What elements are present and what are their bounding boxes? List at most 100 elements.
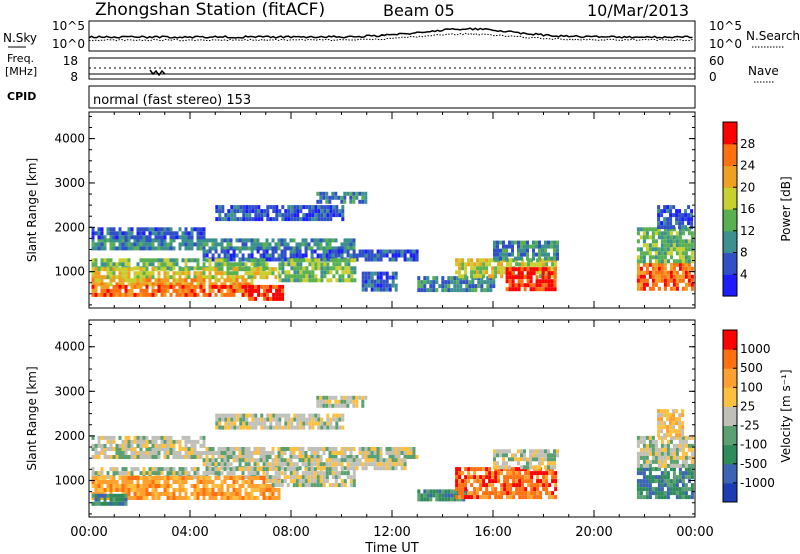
velocity-cell	[230, 421, 234, 426]
power-cell	[133, 242, 137, 247]
velocity-cell	[681, 479, 685, 484]
power-cell	[657, 262, 661, 267]
velocity-cell	[681, 471, 685, 476]
velocity-cell	[293, 417, 297, 422]
velocity-cell	[681, 443, 685, 448]
power-cell	[175, 231, 179, 236]
velocity-cell	[548, 471, 552, 476]
velocity-cell	[211, 480, 215, 484]
power-cell	[112, 231, 116, 236]
power-cell	[163, 231, 167, 236]
power-cell	[639, 286, 643, 291]
velocity-cell	[423, 493, 427, 498]
velocity-cell	[541, 453, 544, 458]
power-colorbar-swatch	[723, 122, 737, 145]
velocity-cell	[124, 467, 128, 472]
power-cell	[260, 209, 264, 214]
power-cell	[308, 270, 312, 275]
power-cell	[358, 191, 362, 196]
velocity-cell	[220, 496, 224, 500]
velocity-cell	[334, 403, 338, 408]
power-cell	[639, 255, 643, 260]
velocity-cell	[678, 447, 682, 452]
power-cell	[142, 235, 146, 240]
velocity-cell	[151, 471, 155, 476]
velocity-cell	[462, 497, 466, 502]
velocity-cell	[136, 488, 140, 492]
power-cell	[145, 235, 149, 240]
power-cell	[329, 209, 333, 214]
velocity-cell	[355, 395, 359, 400]
velocity-cell	[238, 496, 242, 500]
power-cell	[545, 270, 549, 275]
velocity-cell	[338, 417, 342, 422]
velocity-cell	[514, 457, 517, 462]
velocity-cell	[660, 435, 664, 440]
power-cell	[275, 296, 279, 301]
power-cell	[172, 266, 176, 271]
velocity-cell	[196, 439, 200, 444]
velocity-cell	[648, 435, 652, 440]
power-cell	[166, 266, 170, 271]
power-cell	[338, 266, 342, 271]
power-cell	[199, 288, 203, 293]
power-cell	[322, 238, 326, 243]
power-cell	[136, 266, 140, 271]
power-cell	[350, 258, 354, 263]
power-cell	[226, 249, 230, 254]
velocity-cell	[304, 471, 308, 476]
power-cell	[681, 213, 685, 218]
velocity-cell	[118, 484, 122, 488]
velocity-cell	[417, 493, 421, 498]
velocity-cell	[265, 455, 269, 459]
velocity-cell	[660, 447, 664, 452]
velocity-cell	[172, 471, 176, 476]
power-cell	[160, 238, 164, 243]
power-cell	[298, 249, 302, 254]
velocity-cell	[211, 458, 215, 463]
velocity-cell	[473, 467, 477, 472]
power-cell	[127, 275, 131, 280]
velocity-cell	[687, 463, 691, 468]
power-cell	[684, 270, 688, 275]
power-colorbar-tick-label: 4	[740, 267, 748, 281]
velocity-cell	[687, 455, 691, 460]
velocity-cell	[238, 488, 242, 492]
power-cell	[373, 283, 377, 288]
velocity-cell	[556, 449, 559, 454]
power-cell	[666, 239, 670, 244]
velocity-cell	[319, 395, 323, 400]
velocity-cell	[355, 466, 359, 471]
power-cell	[172, 238, 176, 243]
power-cell	[334, 246, 338, 251]
velocity-cell	[181, 471, 185, 476]
power-cell	[271, 238, 275, 243]
power-cell	[223, 292, 227, 297]
velocity-cell	[172, 488, 176, 492]
velocity-cell	[323, 421, 327, 426]
velocity-cell	[530, 479, 534, 484]
power-cell	[263, 284, 267, 289]
velocity-cell	[364, 455, 368, 459]
velocity-cell	[545, 479, 549, 484]
power-cell	[367, 275, 371, 280]
power-cell	[247, 238, 251, 243]
power-cell	[305, 213, 309, 218]
power-cell	[417, 288, 421, 293]
velocity-cell	[319, 458, 323, 463]
velocity-cell	[533, 487, 537, 492]
velocity-cell	[181, 488, 185, 492]
velocity-cell	[313, 455, 317, 459]
power-cell	[223, 278, 227, 283]
power-cell	[184, 235, 188, 240]
velocity-cell	[307, 447, 311, 451]
velocity-cell	[280, 479, 284, 484]
velocity-cell	[109, 501, 113, 506]
power-cell	[242, 205, 246, 210]
power-cell	[262, 258, 266, 263]
power-cell	[281, 288, 285, 293]
velocity-cell	[494, 487, 498, 492]
velocity-cell	[642, 447, 646, 452]
velocity-cell	[461, 487, 465, 492]
power-cell	[124, 288, 128, 293]
